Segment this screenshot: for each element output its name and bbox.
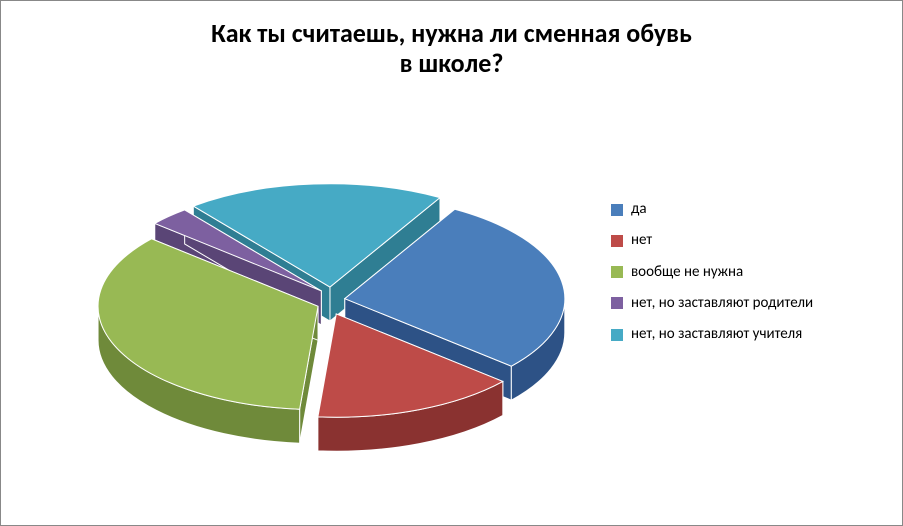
legend-swatch	[611, 297, 623, 309]
legend-label: да	[631, 201, 647, 218]
legend-item: нет, но заставляют учителя	[611, 326, 891, 343]
legend: да нет вообще не нужна нет, но заставляют р…	[611, 201, 891, 357]
legend-item: да	[611, 201, 891, 218]
pie-plot-area	[31, 121, 591, 501]
legend-item: нет, но заставляют родители	[611, 295, 891, 312]
legend-label: нет, но заставляют родители	[631, 295, 813, 312]
legend-label: нет	[631, 232, 652, 249]
legend-swatch	[611, 329, 623, 341]
chart-title: Как ты считаешь, нужна ли сменная обувь …	[1, 19, 902, 79]
legend-swatch	[611, 204, 623, 216]
legend-swatch	[611, 235, 623, 247]
chart-frame: Как ты считаешь, нужна ли сменная обувь …	[0, 0, 903, 526]
legend-label: нет, но заставляют учителя	[631, 326, 802, 343]
legend-item: вообще не нужна	[611, 264, 891, 281]
legend-item: нет	[611, 232, 891, 249]
legend-swatch	[611, 266, 623, 278]
pie-svg	[31, 121, 591, 501]
legend-label: вообще не нужна	[631, 264, 743, 281]
